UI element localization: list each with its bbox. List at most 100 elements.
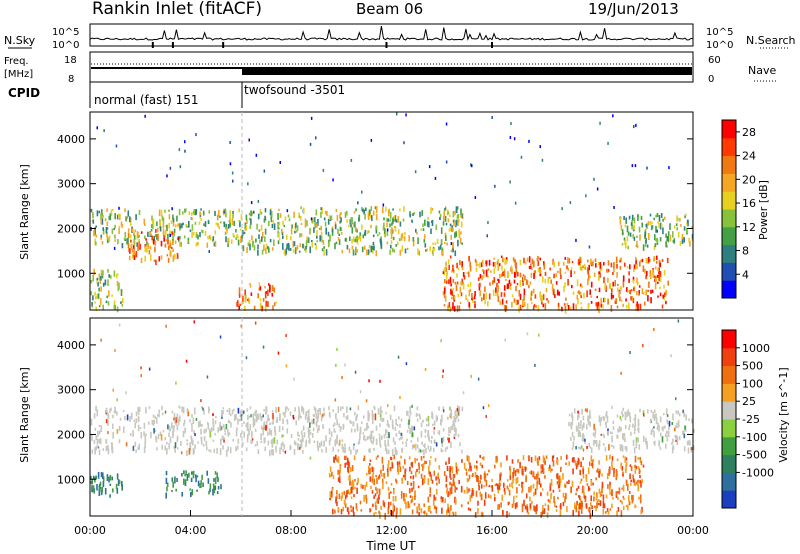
scatter-cell [344,238,347,242]
scatter-cell [199,232,201,238]
scatter-cell [111,443,113,450]
scatter-cell [643,435,645,442]
scatter-speckle [309,456,312,460]
scatter-cell [336,215,339,221]
scatter-cell [423,503,425,507]
scatter-cell [365,208,367,212]
scatter-cell [603,276,605,284]
scatter-cell [285,406,287,413]
scatter-cell [625,464,627,471]
scatter-cell [615,256,618,263]
scatter-cell [380,236,382,240]
scatter-cell [383,502,386,508]
scatter-cell [268,220,270,226]
scatter-speckle [279,161,281,164]
scatter-cell [523,295,525,301]
scatter-cell [600,493,603,496]
scatter-speckle [184,149,186,153]
scatter-cell [300,430,303,435]
scatter-cell [665,289,667,296]
scatter-cell [594,288,597,291]
scatter-cell [175,417,178,423]
scatter-cell [402,218,405,222]
scatter-cell [321,239,323,243]
scatter-cell [155,259,157,266]
scatter-cell [388,210,390,217]
scatter-cell [102,472,104,480]
scatter-cell [559,478,562,483]
scatter-cell [164,231,167,238]
scatter-cell [661,436,664,443]
scatter-cell [238,293,241,298]
scatter-cell [538,481,541,485]
scatter-cell [390,244,392,249]
scatter-speckle [593,177,595,181]
scatter-cell [583,422,585,428]
scatter-cell [602,494,605,500]
scatter-cell [471,293,473,300]
scatter-cell [477,264,480,267]
scatter-cell [453,422,456,426]
scatter-cell [349,479,351,486]
scatter-cell [340,426,342,429]
scatter-cell [444,498,446,503]
scatter-cell [637,282,639,286]
scatter-cell [308,416,310,422]
scatter-cell [183,470,185,475]
scatter-cell [612,445,615,449]
scatter-speckle [118,206,120,210]
scatter-cell [214,485,217,491]
scatter-cell [297,438,300,441]
scatter-cell [367,415,369,422]
scatter-cell [263,421,266,427]
scatter-cell [127,210,130,217]
scatter-cell [686,441,689,446]
scatter-cell [444,295,447,302]
scatter-cell [393,505,395,512]
scatter-cell [183,235,186,239]
scatter-cell [616,510,618,517]
scatter-cell [611,431,613,435]
scatter-cell [369,448,371,453]
scatter-cell [441,507,443,514]
scatter-cell [388,424,390,428]
scatter-cell [298,435,300,437]
scatter-cell [537,260,540,267]
scatter-cell [653,431,655,438]
scatter-cell [175,488,177,492]
scatter-cell [589,446,591,449]
scatter-cell [582,415,585,421]
scatter-cell [385,412,387,415]
scatter-cell [121,224,123,228]
scatter-cell [387,422,389,427]
scatter-cell [97,471,100,479]
scatter-cell [426,512,428,517]
scatter-cell [404,499,406,504]
scatter-cell [150,229,153,232]
scatter-cell [246,437,249,443]
scatter-cell [365,481,368,487]
scatter-cell [598,499,600,502]
scatter-cell [639,498,642,504]
scatter-cell [458,305,461,312]
scatter-cell [451,424,454,431]
scatter-cell [424,435,427,438]
scatter-cell [401,477,404,484]
scatter-cell [100,286,102,292]
scatter-cell [389,249,391,255]
scatter-speckle [165,324,167,328]
scatter-cell [573,408,576,414]
scatter-cell [167,239,169,245]
scatter-cell [668,420,671,427]
scatter-cell [418,250,421,256]
scatter-cell [556,289,559,296]
colorbar-tick-label: 4 [742,268,749,281]
scatter-cell [102,282,105,287]
scatter-cell [435,442,438,447]
scatter-speckle [180,451,183,455]
scatter-speckle [575,238,577,242]
ytick-label: 2000 [57,222,85,235]
scatter-cell [450,477,452,480]
scatter-cell [375,225,378,230]
scatter-cell [666,419,668,422]
